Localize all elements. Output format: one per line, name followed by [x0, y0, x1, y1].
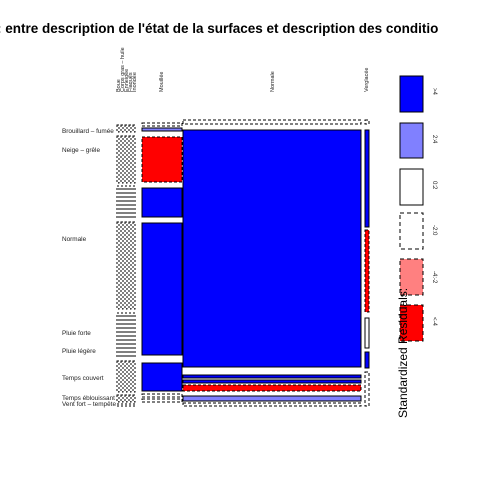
mosaic-tile-1-7: [120, 403, 124, 407]
mosaic-tile-2-7: [124, 403, 128, 407]
legend-label: -2:0: [431, 225, 437, 236]
mosaic-tile-main-7: [141, 398, 183, 403]
column-label: Normale: [270, 71, 276, 92]
mosaic-tile-1-1: [120, 135, 124, 184]
mosaic-tile-main-3: [141, 187, 183, 218]
legend-swatch: [399, 75, 424, 113]
chart-title: : entre description de l'état de la surf…: [0, 21, 480, 41]
mosaic-tile-1-0: [120, 124, 124, 133]
mosaic-tile-0-0: [116, 124, 120, 133]
mosaic-tile-0-6: [116, 394, 120, 403]
mosaic-tile-main-12: [182, 384, 362, 392]
chart-title-text: : entre description de l'état de la surf…: [0, 21, 439, 36]
mosaic-tile-2-3: [124, 221, 128, 310]
mosaic-tile-2-1: [124, 135, 128, 184]
mosaic-tile-main-1: [141, 127, 183, 132]
mosaic-tile-main-19: [364, 351, 370, 369]
mosaic-tile-1-6: [120, 394, 124, 403]
mosaic-tile-main-5: [141, 362, 183, 392]
row-label: Pluie légère: [62, 348, 96, 355]
mosaic-tile-main-0: [141, 122, 183, 127]
row-label: Pluie forte: [62, 330, 91, 337]
mosaic-tile-main-4: [141, 222, 183, 356]
mosaic-tile-main-10: [182, 374, 362, 379]
mosaic-tile-4-3: [132, 221, 136, 310]
row-label: Neige – grêle: [62, 147, 101, 154]
mosaic-tile-1-2: [120, 185, 124, 219]
legend-swatch: [399, 212, 424, 250]
mosaic-tile-main-16: [364, 129, 370, 228]
mosaic-tile-4-1: [132, 135, 136, 184]
mosaic-tile-main-9: [182, 129, 362, 368]
mosaic-tile-0-7: [116, 403, 120, 407]
row-label: Temps éblouissant: [62, 395, 115, 402]
mosaic-tile-main-15: [364, 119, 370, 125]
mosaic-tile-3-0: [128, 124, 132, 133]
mosaic-tile-4-0: [132, 124, 136, 133]
legend-swatch: [399, 168, 424, 206]
row-label: Normale: [62, 236, 87, 243]
mosaic-tile-3-3: [128, 221, 132, 310]
mosaic-tile-0-3: [116, 221, 120, 310]
row-label: Vent fort – tempête: [62, 401, 116, 408]
row-label: Brouillard – fumée: [62, 128, 114, 135]
mosaic-tile-3-7: [128, 403, 132, 407]
mosaic-tile-2-0: [124, 124, 128, 133]
mosaic-tile-2-4: [124, 312, 128, 358]
mosaic-tile-0-1: [116, 135, 120, 184]
mosaic-tile-2-5: [124, 360, 128, 393]
mosaic-tile-0-4: [116, 312, 120, 358]
mosaic-tile-1-3: [120, 221, 124, 310]
mosaic-tile-main-18: [364, 317, 370, 349]
mosaic-tile-main-14: [182, 402, 362, 407]
mosaic-tile-3-2: [128, 185, 132, 219]
column-label: Verglacée: [364, 67, 370, 92]
mosaic-tile-1-4: [120, 312, 124, 358]
mosaic-tile-2-6: [124, 394, 128, 403]
mosaic-tile-4-4: [132, 312, 136, 358]
legend-label: 2:4: [431, 134, 437, 143]
mosaic-tile-3-4: [128, 312, 132, 358]
legend-label: >4: [431, 88, 437, 95]
column-label: Mouillée: [159, 71, 165, 92]
legend-swatch: [399, 304, 424, 342]
legend-swatch: [399, 122, 424, 159]
legend-label: <-4: [431, 317, 437, 326]
mosaic-tile-3-5: [128, 360, 132, 393]
mosaic-tile-main-20: [364, 371, 370, 407]
mosaic-tile-4-2: [132, 185, 136, 219]
row-label: Temps couvert: [62, 375, 104, 382]
mosaic-tile-0-2: [116, 185, 120, 219]
legend-title: Standardized Residuals:: [396, 287, 410, 418]
legend-swatch: [399, 258, 424, 296]
mosaic-tile-main-6: [141, 393, 183, 398]
legend-label: -4:-2: [431, 271, 437, 284]
legend-label: 0:2: [431, 181, 437, 190]
mosaic-tile-main-13: [182, 395, 362, 402]
mosaic-tile-3-1: [128, 135, 132, 184]
mosaic-tile-4-5: [132, 360, 136, 393]
mosaic-tile-main-17: [364, 229, 370, 313]
mosaic-tile-4-7: [132, 403, 136, 407]
mosaic-tile-3-6: [128, 394, 132, 403]
column-label: Inondée: [132, 72, 138, 92]
mosaic-tile-main-8: [182, 119, 362, 125]
mosaic-tile-main-11: [182, 379, 362, 384]
mosaic-tile-1-5: [120, 360, 124, 393]
mosaic-tile-4-6: [132, 394, 136, 403]
mosaic-tile-2-2: [124, 185, 128, 219]
mosaic-tile-0-5: [116, 360, 120, 393]
mosaic-tile-main-2: [141, 136, 183, 183]
